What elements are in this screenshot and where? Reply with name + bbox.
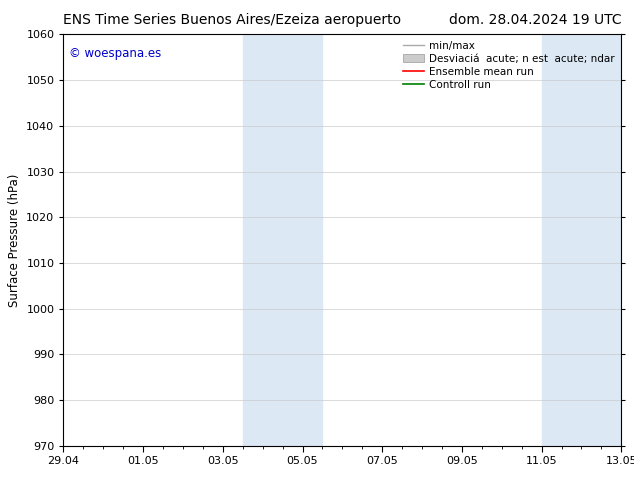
Bar [541, 34, 621, 446]
Text: ENS Time Series Buenos Aires/Ezeiza aeropuerto: ENS Time Series Buenos Aires/Ezeiza aero… [63, 13, 401, 26]
Y-axis label: Surface Pressure (hPa): Surface Pressure (hPa) [8, 173, 21, 307]
Bar [243, 34, 323, 446]
Text: © woespana.es: © woespana.es [69, 47, 161, 60]
Text: dom. 28.04.2024 19 UTC: dom. 28.04.2024 19 UTC [449, 13, 621, 26]
Legend: min/max, Desviaciá  acute; n est  acute; ndar, Ensemble mean run, Controll run: min/max, Desviaciá acute; n est acute; n… [399, 36, 619, 94]
